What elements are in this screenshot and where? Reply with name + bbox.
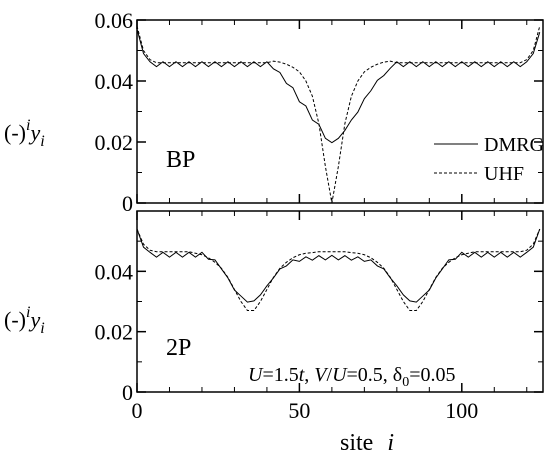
annotation-part: =0.5, δ	[347, 364, 403, 386]
x-tick-label: 50	[288, 398, 310, 423]
panel-label: BP	[166, 147, 195, 173]
legend-label: UHF	[484, 163, 524, 185]
y-label: (-)iyi	[4, 304, 45, 337]
plot-frame	[136, 19, 544, 204]
y-label-sub: i	[40, 320, 44, 337]
annotation-part: =0.05	[409, 364, 455, 386]
legend-label: DMRG	[484, 134, 544, 156]
x-tick-label: 0	[132, 398, 143, 423]
y-tick-label: 0	[122, 380, 133, 405]
annotation-part: U	[248, 364, 264, 386]
y-label-var: y	[28, 120, 40, 145]
x-label: site i	[340, 430, 394, 456]
x-label-var: i	[387, 430, 394, 456]
annotation-part: =1.5	[262, 364, 298, 386]
y-label-sub: i	[40, 133, 44, 150]
y-label-prefix: (-)	[4, 120, 26, 145]
panel-label: 2P	[166, 335, 191, 361]
series-line	[136, 228, 541, 312]
x-tick-label: 100	[445, 398, 478, 423]
annotation-part: V	[314, 364, 329, 386]
y-tick-label: 0.02	[95, 320, 134, 345]
y-tick-label: 0.04	[95, 259, 134, 284]
x-label-word: site	[340, 430, 373, 456]
y-label-sup: i	[26, 304, 30, 321]
annotation-part: 0	[402, 375, 409, 390]
annotation-part: t	[299, 364, 305, 386]
y-label-sup: i	[26, 117, 30, 134]
annotation-part: U	[332, 364, 348, 386]
series-line	[136, 29, 541, 144]
y-tick-label: 0	[122, 191, 133, 216]
series-line	[136, 228, 541, 303]
y-tick-label: 0.04	[95, 69, 134, 94]
series-line	[136, 25, 541, 204]
annotation-part: /	[327, 364, 333, 386]
y-label: (-)iyi	[4, 117, 45, 150]
y-tick-label: 0.06	[95, 8, 134, 33]
annotation: U=1.5t, V/U=0.5, δ0=0.05	[248, 364, 456, 390]
y-label-prefix: (-)	[4, 307, 26, 332]
annotation-part: ,	[304, 364, 314, 386]
y-tick-label: 0.02	[95, 130, 134, 155]
y-label-var: y	[28, 307, 40, 332]
